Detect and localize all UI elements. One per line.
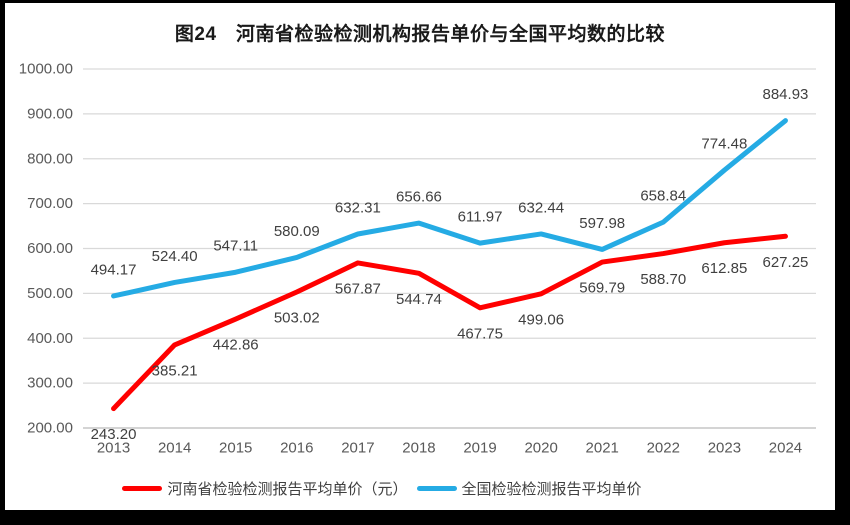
y-axis-tick-label: 1000.00 — [19, 61, 73, 78]
x-axis-tick-label: 2014 — [158, 440, 191, 457]
x-axis-tick-label: 2017 — [341, 440, 374, 457]
x-axis-tick-label: 2022 — [647, 440, 680, 457]
data-label-series-0: 503.02 — [274, 310, 320, 327]
y-axis-tick-label: 900.00 — [27, 105, 73, 122]
y-axis-tick-label: 700.00 — [27, 195, 73, 212]
y-axis-tick-label: 600.00 — [27, 240, 73, 257]
legend-swatch-national-line — [416, 486, 457, 491]
data-label-series-1: 597.98 — [579, 215, 625, 232]
x-axis-tick-label: 2018 — [402, 440, 435, 457]
data-label-series-0: 467.75 — [457, 325, 503, 342]
x-axis-tick-label: 2015 — [219, 440, 252, 457]
data-label-series-1: 494.17 — [91, 261, 137, 278]
data-label-series-0: 567.87 — [335, 280, 381, 297]
data-label-series-1: 580.09 — [274, 223, 320, 240]
legend-label-henan: 河南省检验检测报告平均单价（元） — [167, 481, 408, 498]
data-label-series-1: 632.31 — [335, 200, 381, 217]
legend-item-henan: 河南省检验检测报告平均单价（元） — [122, 478, 408, 499]
x-axis-tick-label: 2021 — [586, 440, 619, 457]
data-label-series-1: 524.40 — [152, 248, 198, 265]
data-label-series-1: 774.48 — [701, 136, 747, 153]
legend-label-national: 全国检验检测报告平均单价 — [461, 481, 642, 498]
data-label-series-0: 588.70 — [640, 271, 686, 288]
y-axis-tick-label: 400.00 — [27, 330, 73, 347]
x-axis-tick-label: 2019 — [463, 440, 496, 457]
y-axis-tick-label: 500.00 — [27, 285, 73, 302]
series-line-1 — [111, 118, 788, 299]
data-label-series-1: 884.93 — [763, 86, 809, 103]
data-label-series-1: 656.66 — [396, 189, 442, 206]
data-label-series-1: 632.44 — [518, 199, 564, 216]
x-axis-tick-label: 2024 — [769, 440, 802, 457]
data-label-series-0: 499.06 — [518, 311, 564, 328]
series-line-0 — [111, 233, 788, 412]
data-label-series-0: 612.85 — [701, 260, 747, 277]
x-axis-tick-label: 2020 — [524, 440, 557, 457]
data-label-series-0: 385.21 — [152, 362, 198, 379]
line-chart-plot: 200.00 300.00 400.00 500.00 600.00 700.00 800.… — [19, 61, 816, 457]
legend-item-national: 全国检验检测报告平均单价 — [416, 478, 642, 499]
data-label-series-1: 611.97 — [458, 209, 503, 226]
y-axis-tick-label: 200.00 — [27, 420, 73, 437]
data-label-series-1: 658.84 — [640, 188, 686, 205]
data-label-series-0: 544.74 — [396, 291, 442, 308]
x-axis-tick-label: 2013 — [97, 440, 130, 457]
y-axis-tick-label: 300.00 — [27, 375, 73, 392]
y-axis-tick-label: 800.00 — [27, 150, 73, 167]
chart-title: 图24 河南省检验检测机构报告单价与全国平均数的比较 — [174, 24, 666, 45]
x-axis-tick-label: 2023 — [708, 440, 741, 457]
chart-legend: 河南省检验检测报告平均单价（元） 全国检验检测报告平均单价 — [0, 478, 797, 499]
data-label-series-1: 547.11 — [213, 238, 258, 255]
x-axis-tick-label: 2016 — [280, 440, 313, 457]
data-label-series-0: 442.86 — [213, 337, 259, 354]
legend-swatch-henan-line — [122, 486, 163, 491]
chart-canvas: 图24 河南省检验检测机构报告单价与全国平均数的比较 200.00 300.00 4… — [5, 3, 835, 510]
data-label-series-0: 569.79 — [579, 280, 625, 297]
data-label-series-0: 243.20 — [91, 426, 137, 443]
data-label-series-0: 627.25 — [763, 254, 809, 271]
